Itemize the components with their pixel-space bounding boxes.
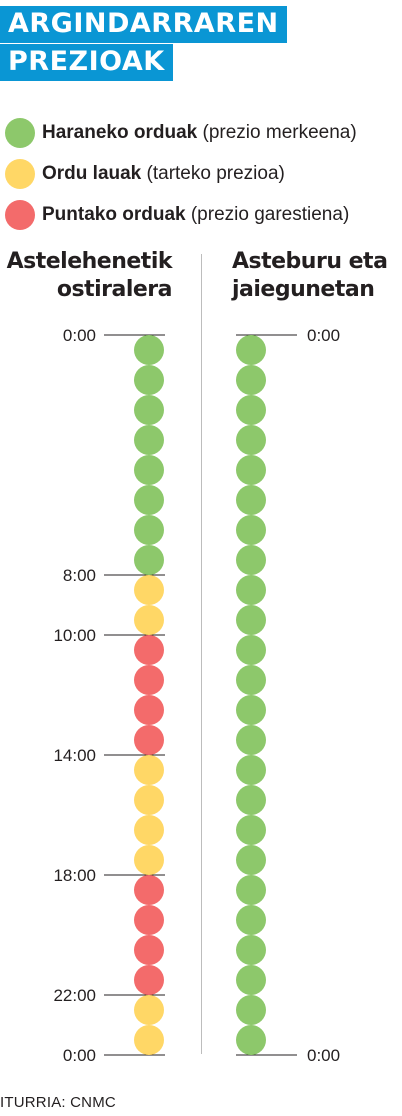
weekend-hour-dot-haranekoa <box>236 875 266 905</box>
weekday-hour-dot-lauak <box>134 1025 164 1055</box>
weekday-hour-dot-haranekoa <box>134 545 164 575</box>
weekday-hour-dot-lauak <box>134 575 164 605</box>
weekend-hour-dot-haranekoa <box>236 575 266 605</box>
weekend-hour-dot-haranekoa <box>236 905 266 935</box>
weekday-hour-dot-lauak <box>134 845 164 875</box>
weekend-tick-label: 0:00 <box>307 326 340 345</box>
weekend-hour-dot-haranekoa <box>236 695 266 725</box>
weekend-hour-dot-haranekoa <box>236 815 266 845</box>
weekend-hour-dot-haranekoa <box>236 395 266 425</box>
weekday-hour-dot-haranekoa <box>134 515 164 545</box>
weekday-hour-dot-puntakoa <box>134 695 164 725</box>
weekend-hour-dot-haranekoa <box>236 725 266 755</box>
weekday-hour-dot-haranekoa <box>134 335 164 365</box>
weekday-hour-dot-lauak <box>134 605 164 635</box>
weekday-hour-dot-haranekoa <box>134 395 164 425</box>
weekend-hour-dot-haranekoa <box>236 335 266 365</box>
weekday-hour-dot-puntakoa <box>134 665 164 695</box>
weekend-hour-dot-haranekoa <box>236 485 266 515</box>
weekend-hour-dot-haranekoa <box>236 935 266 965</box>
weekend-hour-dot-haranekoa <box>236 785 266 815</box>
weekday-tick-label: 18:00 <box>53 866 96 885</box>
weekday-tick-label: 22:00 <box>53 986 96 1005</box>
source-credit: ITURRIA: CNMC <box>0 1094 116 1111</box>
weekend-hour-dot-haranekoa <box>236 515 266 545</box>
weekend-hour-dot-haranekoa <box>236 605 266 635</box>
weekday-tick-label: 0:00 <box>63 1046 96 1065</box>
weekday-hour-dot-puntakoa <box>134 935 164 965</box>
weekday-hour-dot-puntakoa <box>134 635 164 665</box>
weekday-hour-dot-lauak <box>134 815 164 845</box>
weekend-hour-dot-haranekoa <box>236 665 266 695</box>
weekday-tick-label: 8:00 <box>63 566 96 585</box>
weekday-hour-dot-haranekoa <box>134 455 164 485</box>
weekday-tick-label: 14:00 <box>53 746 96 765</box>
weekend-hour-dot-haranekoa <box>236 545 266 575</box>
weekend-hour-dot-haranekoa <box>236 845 266 875</box>
weekend-hour-dot-haranekoa <box>236 635 266 665</box>
weekday-hour-dot-puntakoa <box>134 905 164 935</box>
weekday-hour-dot-haranekoa <box>134 485 164 515</box>
weekend-hour-dot-haranekoa <box>236 965 266 995</box>
weekday-hour-dot-haranekoa <box>134 425 164 455</box>
weekday-hour-dot-lauak <box>134 755 164 785</box>
weekday-hour-dot-puntakoa <box>134 725 164 755</box>
weekday-tick-label: 10:00 <box>53 626 96 645</box>
weekday-hour-dot-haranekoa <box>134 365 164 395</box>
weekday-tick-label: 0:00 <box>63 326 96 345</box>
weekend-hour-dot-haranekoa <box>236 425 266 455</box>
weekend-tick-label: 0:00 <box>307 1046 340 1065</box>
weekend-hour-dot-haranekoa <box>236 365 266 395</box>
weekend-hour-dot-haranekoa <box>236 995 266 1025</box>
weekday-hour-dot-lauak <box>134 785 164 815</box>
weekday-hour-dot-lauak <box>134 995 164 1025</box>
weekend-hour-dot-haranekoa <box>236 1025 266 1055</box>
weekend-hour-dot-haranekoa <box>236 755 266 785</box>
weekday-hour-dot-puntakoa <box>134 965 164 995</box>
weekday-hour-dot-puntakoa <box>134 875 164 905</box>
weekend-hour-dot-haranekoa <box>236 455 266 485</box>
